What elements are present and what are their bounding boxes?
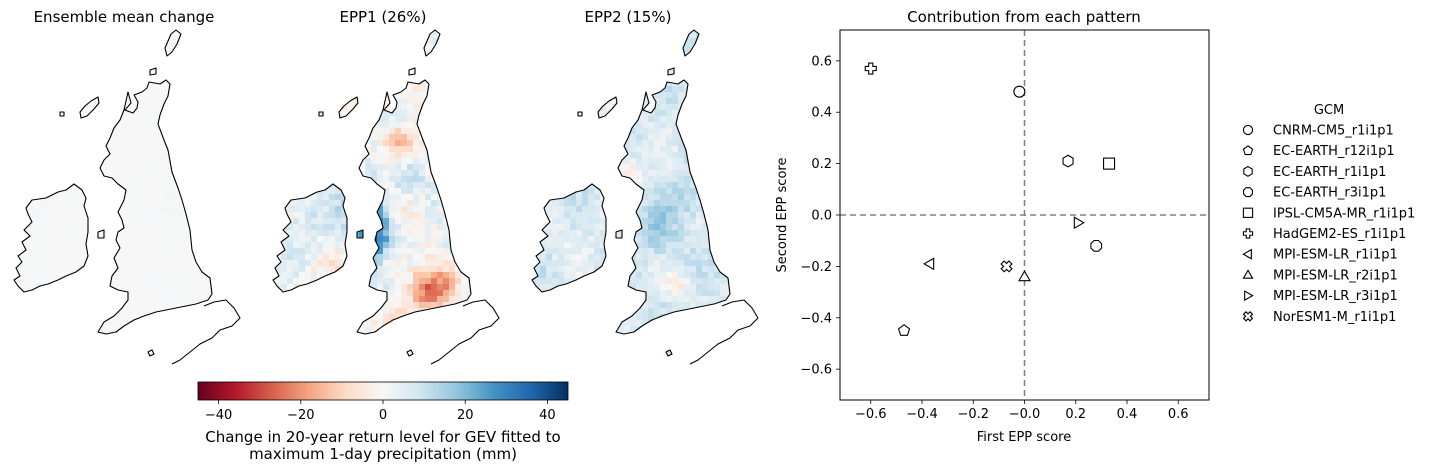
- colorbar-tick-label: 20: [457, 408, 474, 423]
- legend-label: MPI-ESM-LR_r2i1p1: [1273, 268, 1398, 283]
- map-panel-epp1: EPP1 (26%): [272, 8, 500, 365]
- y-tick-label: −0.4: [800, 311, 832, 326]
- uk-map-epp2: [531, 29, 759, 365]
- data-point-cnrm-cm5-r1i1p1: [1013, 85, 1026, 98]
- legend-label: EC-EARTH_r3i1p1: [1273, 186, 1386, 201]
- y-tick-label: 0.2: [811, 157, 832, 172]
- scatter-points: [864, 62, 1116, 336]
- x-axis-label: First EPP score: [977, 430, 1071, 445]
- map-title-epp2: EPP2 (15%): [585, 8, 672, 26]
- coastline: [13, 29, 241, 365]
- x-tick-label: −0.2: [957, 407, 989, 422]
- x-tick-label: 0.4: [1117, 407, 1138, 422]
- chart-title: Contribution from each pattern: [907, 8, 1141, 26]
- legend-label: MPI-ESM-LR_r3i1p1: [1273, 289, 1398, 304]
- legend-marker-triangle-left: [1242, 248, 1252, 260]
- colorbar-tick-label: −40: [205, 408, 232, 423]
- legend-marker-circle: [1242, 124, 1254, 136]
- legend-label: HadGEM2-ES_r1i1p1: [1273, 227, 1406, 242]
- data-point-ec-earth-r12i1p1: [897, 324, 911, 336]
- data-point-noresm1-m-r1i1p1: [1000, 260, 1013, 273]
- colorbar-gradient: [197, 381, 569, 401]
- legend-marker-square: [1242, 207, 1254, 218]
- y-tick-label: −0.2: [800, 260, 832, 275]
- uk-map-epp1: [272, 29, 500, 365]
- legend-marker-triangle-up: [1242, 269, 1254, 279]
- data-point-mpi-esm-lr-r1i1p1: [923, 257, 935, 271]
- legend-marker-plus: [1242, 228, 1254, 239]
- data-point-hadgem2-es-r1i1p1: [864, 62, 877, 75]
- colorbar-ticks: −40 −20 0 20 40: [205, 400, 556, 423]
- colorbar-label-line2: maximum 1-day precipitation (mm): [249, 445, 517, 463]
- legend-marker-x-filled: [1242, 311, 1254, 322]
- plot-frame: [839, 29, 1210, 401]
- legend-marker-hexagon: [1243, 165, 1253, 177]
- x-tick-label: −0.0: [1009, 407, 1041, 422]
- data-point-mpi-esm-lr-r3i1p1: [1073, 216, 1085, 230]
- map-panel-epp2: EPP2 (15%): [531, 8, 759, 365]
- y-tick-label: −0.6: [800, 363, 832, 378]
- scatter-axes: −0.6 −0.4 −0.2 −0.0 0.2 0.4 0.6 −0.6 −0.4 −0.2 0.0…: [800, 30, 1209, 422]
- legend-marker-triangle-right: [1244, 290, 1254, 302]
- x-tick-label: 0.6: [1168, 407, 1189, 422]
- data-point-ec-earth-r3i1p1: [1090, 239, 1103, 252]
- legend-marker-octagon: [1242, 187, 1254, 198]
- data-point-ipsl-cm5a-mr-r1i1p1: [1103, 157, 1116, 170]
- legend-title: GCM: [1314, 103, 1344, 118]
- uk-map-mean: [13, 29, 241, 365]
- legend-label: MPI-ESM-LR_r1i1p1: [1273, 248, 1398, 263]
- x-tick-label: −0.4: [906, 407, 938, 422]
- map-title-epp1: EPP1 (26%): [340, 8, 427, 26]
- legend-label: EC-EARTH_r1i1p1: [1273, 165, 1386, 180]
- scatter-chart: Contribution from each pattern −0.6 −0.4−…: [775, 8, 1210, 445]
- y-tick-label: 0.0: [811, 209, 832, 224]
- map-panel-mean: Ensemble mean change: [13, 8, 241, 365]
- y-tick-label: 0.4: [811, 106, 832, 121]
- data-point-ec-earth-r1i1p1: [1062, 154, 1074, 168]
- legend-label: IPSL-CM5A-MR_r1i1p1: [1273, 206, 1415, 221]
- colorbar-label-line1: Change in 20-year return level for GEV f…: [205, 428, 561, 446]
- legend-label: NorESM1-M_r1i1p1: [1273, 310, 1396, 325]
- x-tick-label: 0.2: [1065, 407, 1086, 422]
- coastline: [531, 29, 759, 365]
- y-tick-label: 0.6: [811, 54, 832, 69]
- colorbar-tick-label: 40: [539, 408, 556, 423]
- colorbar-tick-label: −20: [287, 408, 314, 423]
- legend: GCM CNRM-CM5_r1i1p1 EC-EARTH_r12i1p1 EC-EA…: [1242, 103, 1415, 325]
- map-title-mean: Ensemble mean change: [34, 8, 215, 26]
- legend-label: EC-EARTH_r12i1p1: [1273, 144, 1395, 159]
- colorbar: −40 −20 0 20 40 Change in 20-year return lev…: [197, 381, 569, 463]
- x-tick-label: −0.6: [855, 407, 887, 422]
- colorbar-tick-label: 0: [379, 408, 387, 423]
- y-axis-label: Second EPP score: [775, 158, 790, 273]
- data-point-mpi-esm-lr-r2i1p1: [1018, 270, 1031, 282]
- coastline: [272, 29, 500, 365]
- legend-label: CNRM-CM5_r1i1p1: [1273, 124, 1394, 139]
- legend-marker-pentagon: [1242, 145, 1254, 156]
